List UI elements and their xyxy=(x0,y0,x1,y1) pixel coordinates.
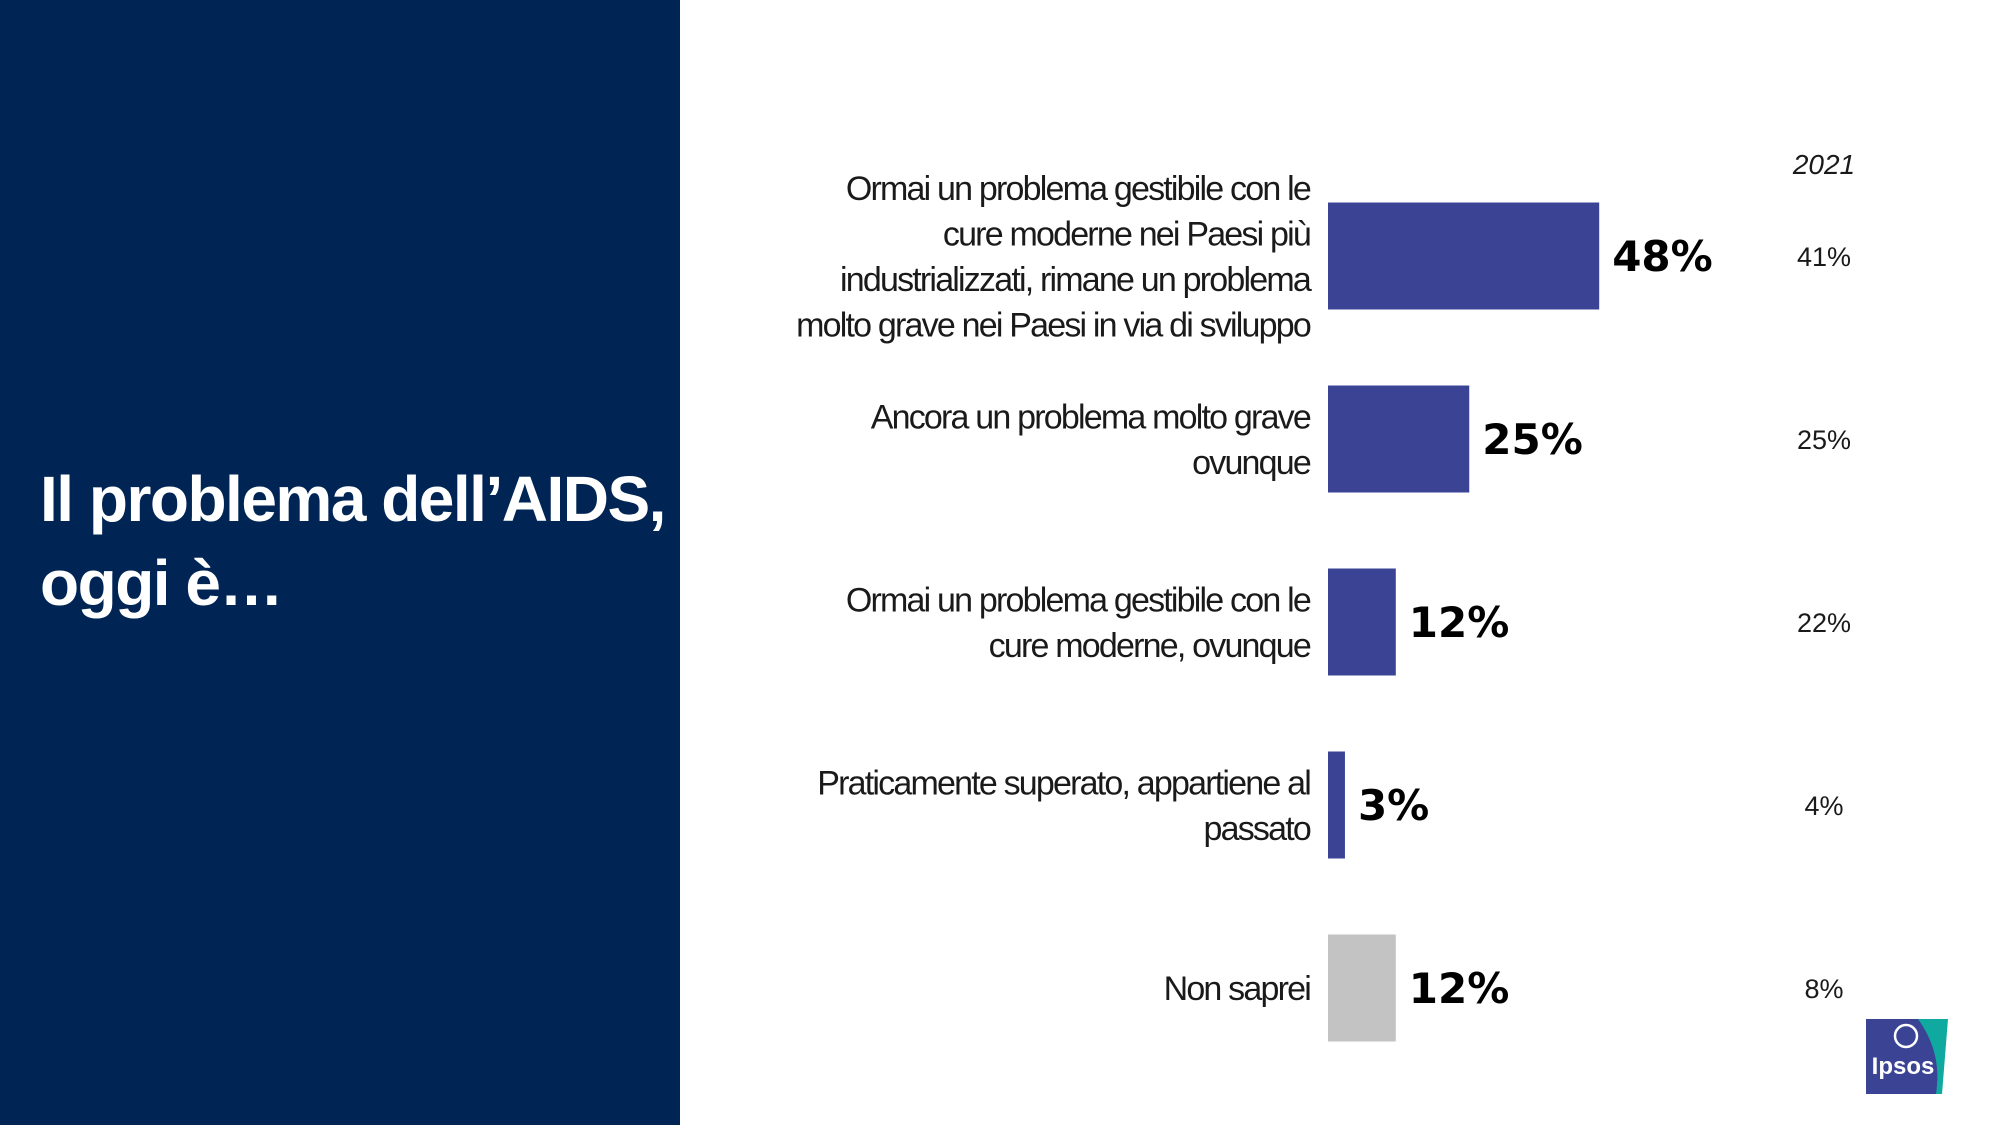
comparison-value-label: 22% xyxy=(1797,608,1851,638)
category-label: industrializzati, rimane un problema xyxy=(840,261,1312,299)
bar xyxy=(1328,934,1396,1042)
category-label: Ancora un problema molto grave xyxy=(871,398,1311,436)
category-label: ovunque xyxy=(1192,444,1311,482)
bar-value-label: 12% xyxy=(1409,598,1510,647)
category-label: cure moderne, ovunque xyxy=(989,627,1311,665)
bar-value-label: 25% xyxy=(1482,415,1583,464)
category-label: Non saprei xyxy=(1164,970,1311,1008)
bar xyxy=(1328,202,1600,310)
bar-value-label: 3% xyxy=(1358,781,1429,830)
bar-value-label: 48% xyxy=(1612,232,1713,281)
logo-text: Ipsos xyxy=(1871,1053,1935,1080)
ipsos-logo xyxy=(1866,1019,1948,1094)
logo-head-outline xyxy=(1893,1023,1919,1049)
slide-title: Il problema dell’AIDS, oggi è… xyxy=(40,463,666,619)
bar-value-label: 12% xyxy=(1409,964,1510,1013)
comparison-year-header: 2021 xyxy=(1792,149,1855,180)
category-label: cure moderne nei Paesi più xyxy=(943,215,1310,253)
category-label: Ormai un problema gestibile con le xyxy=(846,170,1311,208)
bar xyxy=(1328,385,1470,493)
comparison-value-label: 4% xyxy=(1804,791,1843,821)
category-label: Ormai un problema gestibile con le xyxy=(846,581,1311,619)
category-label: Praticamente superato, appartiene al xyxy=(817,764,1310,802)
category-label: molto grave nei Paesi in via di sviluppo xyxy=(796,306,1311,344)
bar xyxy=(1328,568,1396,676)
comparison-value-label: 25% xyxy=(1797,425,1851,455)
logo-accent xyxy=(1918,1019,1948,1094)
title-panel: Il problema dell’AIDS, oggi è… xyxy=(0,0,680,1125)
bar xyxy=(1328,751,1345,859)
comparison-value-label: 41% xyxy=(1797,242,1851,272)
chart-rows: 48% Ormai un problema gestibile con le cur… xyxy=(796,170,1851,1042)
comparison-value-label: 8% xyxy=(1804,974,1843,1004)
category-label: passato xyxy=(1204,810,1311,848)
